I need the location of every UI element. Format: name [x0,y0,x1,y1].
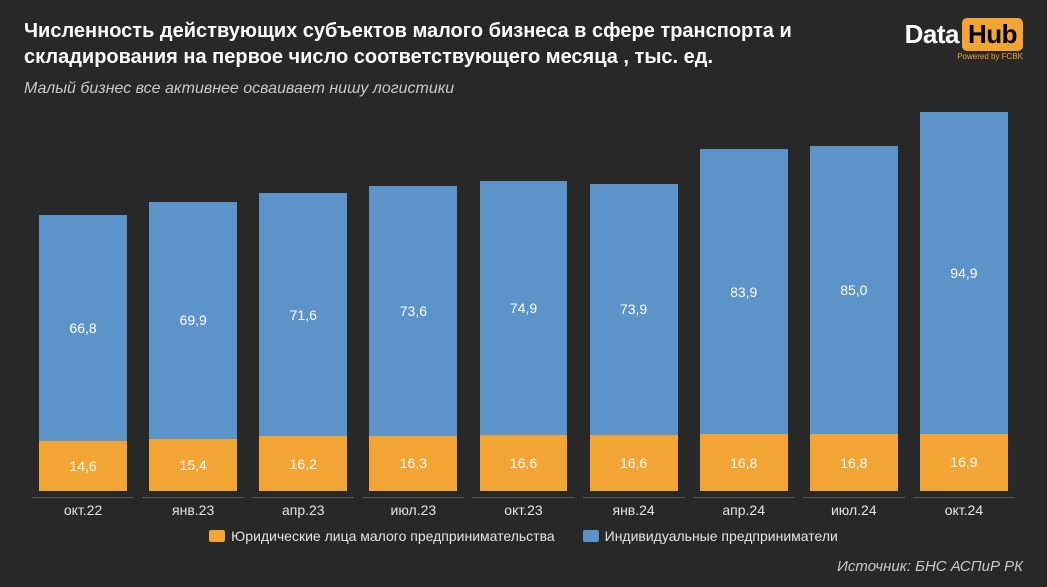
bar-segment-legal: 16,8 [700,434,788,491]
bar-stack: 69,915,4 [149,202,237,491]
stacked-bar-chart: 66,814,6 окт.22 69,915,4 янв.23 71,616,2 апр.… [24,118,1023,518]
bar-segment-indiv: 94,9 [920,112,1008,434]
x-axis-label: янв.24 [583,497,685,518]
bar-column: 94,916,9 окт.24 [913,112,1015,518]
bar-segment-indiv: 73,9 [590,184,678,435]
legend-item-legal: Юридические лица малого предпринимательс… [209,528,555,544]
x-axis-label: апр.23 [252,497,354,518]
bar-segment-legal: 16,2 [259,436,347,491]
logo-left: Data [905,19,959,50]
x-axis-label: янв.23 [142,497,244,518]
bar-segment-legal: 16,6 [590,435,678,491]
bar-segment-legal: 16,9 [920,434,1008,491]
bar-segment-indiv: 66,8 [39,215,127,442]
bar-stack: 85,016,8 [810,146,898,491]
header: Численность действующих субъектов малого… [24,18,1023,98]
x-axis-label: июл.23 [362,497,464,518]
bar-segment-indiv: 71,6 [259,193,347,436]
bar-stack: 74,916,6 [480,181,568,491]
bar-stack: 71,616,2 [259,193,347,491]
bar-segment-indiv: 83,9 [700,149,788,434]
bar-column: 69,915,4 янв.23 [142,202,244,518]
bar-stack: 83,916,8 [700,149,788,491]
title-block: Численность действующих субъектов малого… [24,18,905,98]
bar-column: 85,016,8 июл.24 [803,146,905,518]
legend-item-indiv: Индивидуальные предприниматели [583,528,838,544]
x-axis-label: апр.24 [693,497,795,518]
logo-right: Hub [962,18,1023,51]
bar-column: 74,916,6 окт.23 [472,181,574,518]
bar-segment-indiv: 73,6 [369,186,457,436]
bar-segment-legal: 16,3 [369,436,457,491]
bar-segment-indiv: 85,0 [810,146,898,434]
logo-row: Data Hub [905,18,1023,51]
legend-swatch-legal [209,530,225,542]
bar-column: 73,916,6 янв.24 [583,184,685,518]
chart-subtitle: Малый бизнес все активнее осваивает нишу… [24,80,885,98]
legend-label-indiv: Индивидуальные предприниматели [605,528,838,544]
bar-segment-legal: 16,6 [480,435,568,491]
x-axis-label: окт.22 [32,497,134,518]
x-axis-label: июл.24 [803,497,905,518]
legend: Юридические лица малого предпринимательс… [24,528,1023,544]
x-axis-label: окт.23 [472,497,574,518]
legend-label-legal: Юридические лица малого предпринимательс… [231,528,555,544]
x-axis-label: окт.24 [913,497,1015,518]
bar-segment-legal: 15,4 [149,439,237,491]
bar-column: 73,616,3 июл.23 [362,186,464,518]
bar-segment-indiv: 69,9 [149,202,237,439]
chart-title: Численность действующих субъектов малого… [24,18,885,70]
bar-segment-legal: 14,6 [39,441,127,491]
bar-segment-legal: 16,8 [810,434,898,491]
bar-column: 71,616,2 апр.23 [252,193,354,518]
bar-stack: 66,814,6 [39,215,127,491]
bar-stack: 94,916,9 [920,112,1008,491]
bar-column: 66,814,6 окт.22 [32,215,134,518]
bar-stack: 73,616,3 [369,186,457,491]
bar-segment-indiv: 74,9 [480,181,568,435]
legend-swatch-indiv [583,530,599,542]
bar-column: 83,916,8 апр.24 [693,149,795,518]
logo-sub: Powered by FCBK [957,52,1023,61]
bar-stack: 73,916,6 [590,184,678,491]
source-label: Источник: БНС АСПиР РК [837,558,1023,575]
logo: Data Hub Powered by FCBK [905,18,1023,61]
